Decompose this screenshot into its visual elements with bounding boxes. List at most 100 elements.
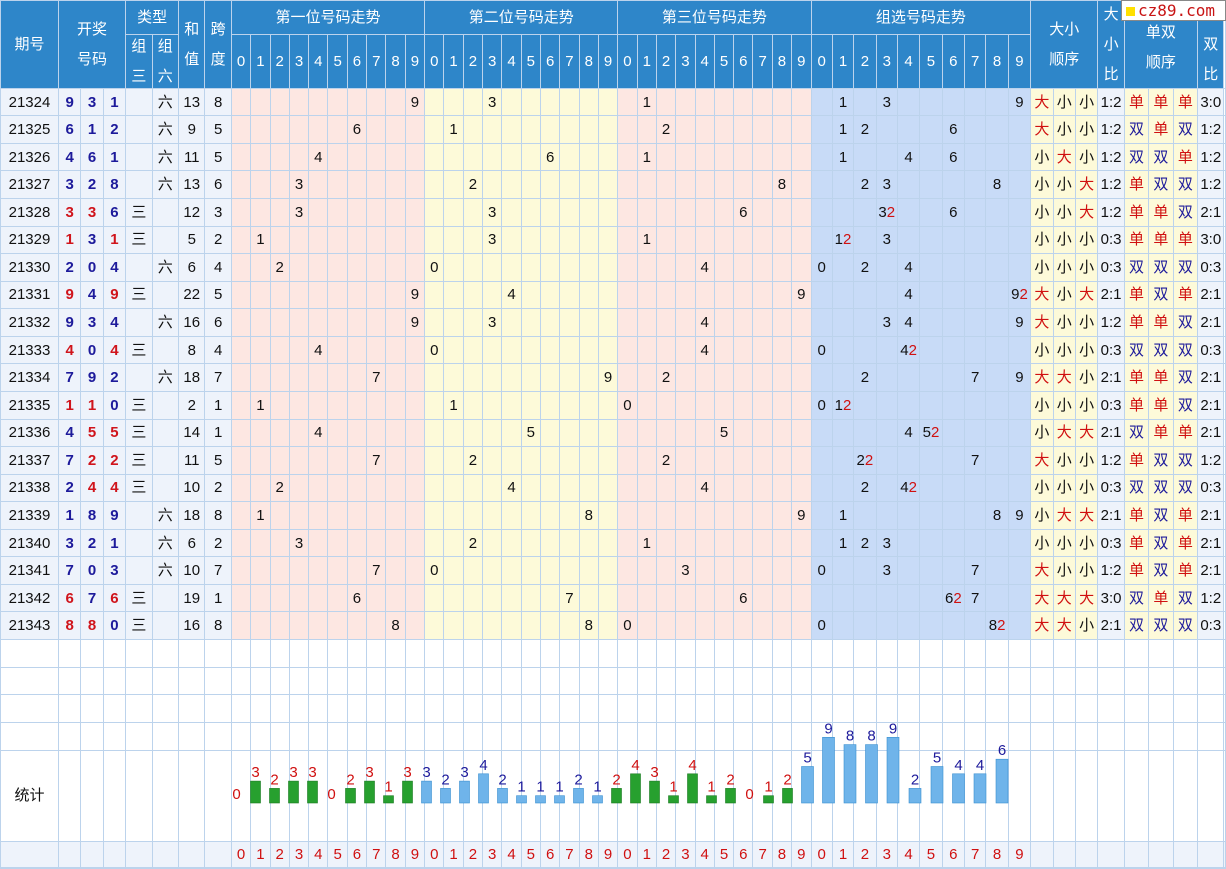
stats-cell [520,749,541,842]
pos2-cell [520,501,541,530]
type-g3-cell [125,115,153,144]
draw-digit: 2 [80,446,104,475]
pos3-cell [636,170,657,199]
edge-cell [1223,446,1226,475]
odd-order-cell: 单 [1172,501,1199,530]
stats-cell [752,749,773,842]
empty-cell [853,639,877,668]
pos1-cell [230,87,252,117]
header-digit: 8 [771,34,793,89]
pos3-cell [771,446,793,475]
axis-blank [1148,840,1174,868]
header-span: 跨度 [204,0,232,89]
pos2-cell [597,501,619,530]
type-g3-cell: 三 [125,446,153,475]
pos3-cell [791,225,812,255]
period-cell: 21327 [0,170,59,199]
group-cell: 0 [810,335,833,365]
pos2-cell [597,87,619,117]
odd-ratio-cell: 2:1 [1197,280,1225,310]
draw-digit: 4 [57,142,82,172]
pos3-cell [771,198,793,227]
odd-order-cell: 单 [1172,418,1199,448]
draw-digit: 1 [57,501,82,530]
empty-cell [366,639,387,668]
period-cell: 21333 [0,335,59,365]
header-digit: 0 [617,34,638,89]
pos2-cell [520,583,541,613]
group-cell [896,501,921,530]
edge-cell [1223,556,1226,585]
group-cell [831,446,855,475]
pos2-cell [482,446,503,475]
pos1-cell [404,501,426,530]
pos2-cell [539,115,561,144]
site-logo[interactable]: cz89.com [1121,0,1226,21]
pos1-cell [250,87,271,117]
empty-cell [655,639,677,668]
group-cell [919,87,943,117]
bottom-strip [250,866,271,869]
stats-cell [1030,749,1054,842]
empty-cell [250,639,271,668]
pos2-cell [501,170,522,199]
pos1-cell [327,363,348,392]
group-cell [964,528,987,558]
pos1-cell [346,363,368,392]
pos1-cell [269,170,290,199]
group-cell [875,611,898,640]
pos2-cell [559,501,580,530]
pos2-cell [462,142,484,172]
pos1-cell [230,528,252,558]
pos3-cell [694,501,715,530]
pos3-cell [675,253,696,282]
type-g3-cell [125,556,153,585]
empty-cell [941,666,966,696]
empty-cell [482,694,503,724]
empty-cell [462,666,484,696]
group-cell [875,390,898,420]
axis-blank [0,840,59,868]
stats-cell [831,749,855,842]
pos3-cell [713,473,735,503]
stats-cell [597,749,619,842]
stats-cell [985,749,1009,842]
size-order-cell: 小 [1074,473,1099,503]
pos2-cell [578,225,599,255]
group-cell: 12 [831,225,855,255]
pos1-cell [327,198,348,227]
empty-cell [125,722,153,751]
pos3-cell: 4 [694,253,715,282]
group-cell [810,583,833,613]
group-cell [896,225,921,255]
stats-cell [1172,749,1199,842]
pos1-cell [327,446,348,475]
group-cell [985,528,1009,558]
group-cell [941,556,966,585]
empty-cell [1007,722,1032,751]
axis-digit: 2 [853,840,877,868]
pos2-cell [539,335,561,365]
group-cell [919,198,943,227]
empty-cell [752,666,773,696]
pos2-cell [559,335,580,365]
pos3-cell [713,115,735,144]
empty-cell [327,722,348,751]
span-cell: 3 [204,198,232,227]
pos1-cell [385,280,406,310]
pos1-cell [269,87,290,117]
size-order-cell: 小 [1030,528,1054,558]
empty-cell [831,639,855,668]
span-cell: 1 [204,390,232,420]
odd-order-cell: 单 [1123,198,1150,227]
pos2-cell [539,611,561,640]
group-cell [964,253,987,282]
period-cell: 21339 [0,501,59,530]
pos3-cell [617,418,638,448]
draw-digit: 4 [102,308,127,337]
pos3-cell [771,280,793,310]
pos1-cell [308,446,329,475]
span-cell: 2 [204,528,232,558]
pos1-cell [385,142,406,172]
axis-digit: 0 [230,840,252,868]
